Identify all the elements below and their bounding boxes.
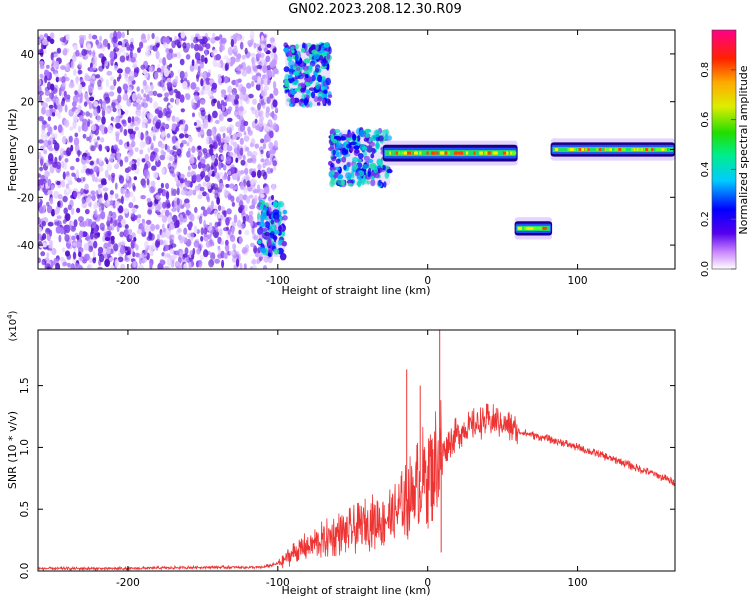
spectrogram-region [282, 42, 333, 108]
spectrogram-marks [38, 30, 675, 269]
spectrogram-xtick-label: 100 [568, 275, 588, 287]
spectrogram-ytick-label: 0 [27, 145, 34, 157]
snr-xtick-label: 0 [424, 577, 431, 589]
colorbar-tick-label: 0.8 [700, 62, 711, 78]
chart-title: GN02.2023.208.12.30.R09 [288, 2, 462, 17]
snr-plot: -200 -100 0 100 0.0 0.5 1.0 1.5 Height of strai… [6, 310, 676, 597]
colorbar-ticks: 0.0 0.2 0.4 0.6 0.8 [700, 62, 736, 277]
spectrogram-xlabel: Height of straight line (km) [281, 284, 430, 297]
spectrogram-xtick-label: -100 [266, 275, 290, 287]
colorbar-tick-label: 0.0 [700, 261, 711, 277]
snr-ytick-label: 0.0 [19, 563, 31, 580]
spectrogram-ytick-label: 40 [21, 49, 34, 61]
snr-ylabel: SNR (10 * v/v) [6, 411, 19, 489]
spectrogram-region [328, 127, 393, 189]
spectrogram-ylabel: Frequency (Hz) [6, 109, 19, 192]
snr-multiplier: (x104) [6, 310, 19, 341]
spectrogram-xtick-label: -200 [116, 275, 140, 287]
spectrogram-region [256, 199, 288, 261]
colorbar-tick-label: 0.2 [700, 211, 711, 227]
snr-ytick-label: 1.0 [19, 439, 31, 456]
colorbar-tick-label: 0.4 [700, 161, 711, 177]
colorbar: 0.0 0.2 0.4 0.6 0.8 Normalized spectral ampl… [700, 29, 750, 277]
spectrogram-xtick-label: 0 [424, 275, 431, 287]
spectrogram-region [550, 138, 675, 161]
snr-marks [38, 330, 675, 571]
snr-ytick-label: 1.5 [19, 377, 31, 394]
snr-xtick-label: 100 [568, 577, 588, 589]
spectrogram-ytick-label: 20 [21, 97, 34, 109]
colorbar-tick-label: 0.6 [700, 112, 711, 128]
spectrogram-region [514, 217, 553, 240]
spectrogram-ytick-label: -20 [17, 192, 34, 204]
snr-xtick-label: -100 [266, 577, 290, 589]
snr-ticks: -200 -100 0 100 0.0 0.5 1.0 1.5 [19, 330, 675, 589]
colorbar-label: Normalized spectral amplitude [737, 65, 750, 234]
colorbar-gradient [712, 30, 736, 269]
snr-ytick-label: 0.5 [19, 501, 31, 518]
spectrogram-region [382, 140, 518, 166]
snr-xtick-label: -200 [116, 577, 140, 589]
spectrogram-region [38, 30, 280, 269]
spectrogram-ytick-label: -40 [17, 240, 34, 252]
snr-series-line [38, 400, 675, 571]
snr-xlabel: Height of straight line (km) [281, 584, 430, 597]
